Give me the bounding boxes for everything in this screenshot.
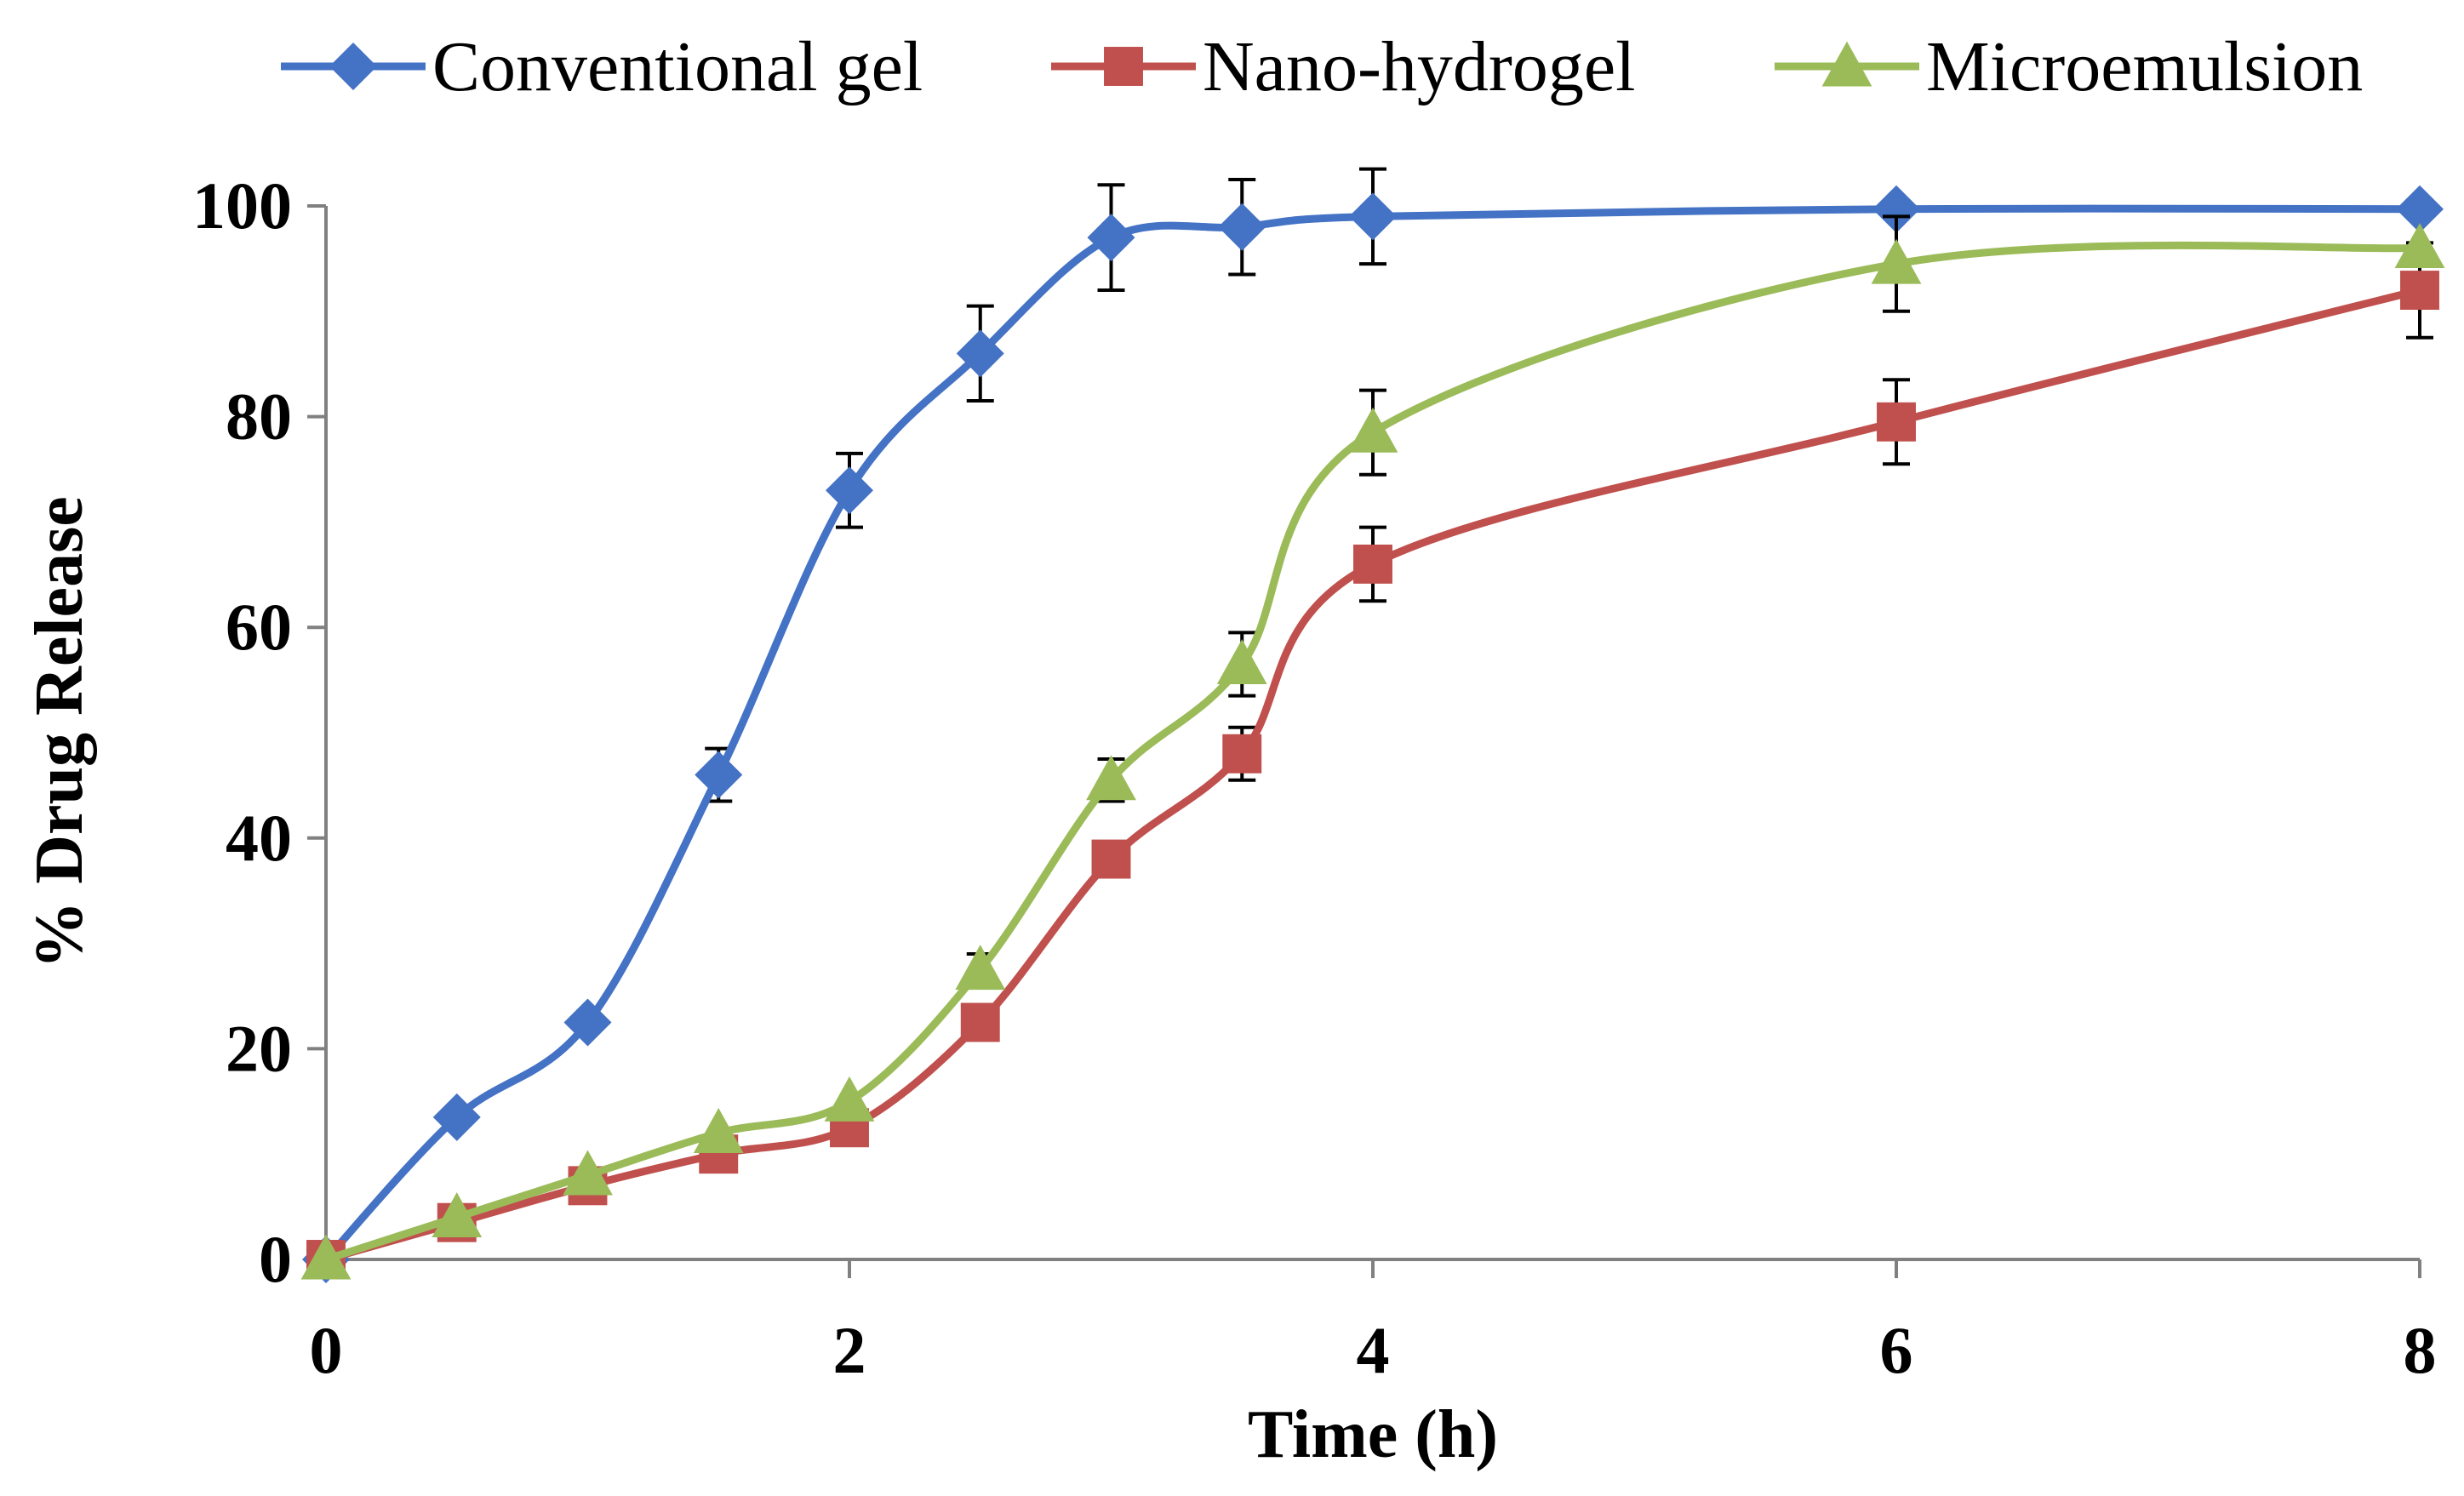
y-tick-label: 40 — [226, 801, 292, 875]
legend-label: Conventional gel — [432, 27, 923, 106]
data-point-microemulsion — [824, 1076, 875, 1122]
data-point-microemulsion — [1347, 407, 1398, 453]
x-tick-label: 0 — [310, 1313, 343, 1387]
data-point-microemulsion — [1871, 238, 1922, 284]
legend-label: Nano-hydrogel — [1203, 27, 1636, 106]
legend-marker — [1104, 47, 1143, 86]
series-conventional-gel — [302, 167, 2444, 1283]
data-point-microemulsion — [1086, 755, 1136, 801]
data-point-nano-hydrogel — [1877, 402, 1916, 442]
data-point-conventional-gel — [1087, 214, 1135, 262]
data-point-microemulsion — [693, 1108, 744, 1153]
x-ticks: 0 2 4 6 8 — [310, 1259, 2437, 1387]
data-point-nano-hydrogel — [960, 1002, 1000, 1042]
legend-item-microemulsion: Microemulsion — [1775, 27, 2363, 106]
data-point-microemulsion — [1216, 639, 1267, 685]
legend: Conventional gel Nano-hydrogel Microemulsi… — [281, 27, 2363, 106]
series-layer — [300, 167, 2445, 1283]
legend-item-nano-hydrogel: Nano-hydrogel — [1051, 27, 1636, 106]
y-tick-label: 100 — [192, 168, 292, 243]
data-point-conventional-gel — [695, 751, 743, 799]
data-point-conventional-gel — [826, 466, 873, 515]
data-point-nano-hydrogel — [1091, 839, 1131, 879]
legend-label: Microemulsion — [1926, 27, 2363, 106]
data-point-microemulsion — [955, 945, 1006, 991]
data-point-conventional-gel — [2396, 185, 2444, 233]
data-point-conventional-gel — [1218, 203, 1266, 251]
data-point-nano-hydrogel — [1222, 734, 1262, 774]
data-point-conventional-gel — [1872, 185, 1920, 233]
x-tick-label: 8 — [2404, 1313, 2437, 1387]
x-tick-label: 6 — [1880, 1313, 1913, 1387]
data-point-microemulsion — [300, 1234, 352, 1280]
x-tick-label: 4 — [1357, 1313, 1390, 1387]
data-point-microemulsion — [563, 1150, 613, 1196]
data-point-conventional-gel — [432, 1093, 481, 1141]
axes — [324, 206, 2420, 1261]
data-point-microemulsion — [432, 1192, 483, 1237]
y-tick-label: 80 — [226, 380, 292, 454]
y-ticks: 0 20 40 60 80 100 — [192, 168, 326, 1296]
y-tick-label: 20 — [226, 1011, 292, 1085]
y-axis-title: % Drug Release — [22, 496, 97, 968]
data-point-nano-hydrogel — [1353, 544, 1392, 584]
y-tick-label: 60 — [226, 590, 292, 664]
data-point-nano-hydrogel — [2400, 271, 2439, 310]
data-point-conventional-gel — [1349, 192, 1397, 241]
legend-item-conventional-gel: Conventional gel — [281, 27, 923, 106]
y-tick-label: 0 — [259, 1222, 292, 1296]
data-point-conventional-gel — [956, 329, 1004, 378]
legend-marker — [329, 43, 377, 90]
series-microemulsion — [300, 214, 2445, 1280]
legend-marker — [1821, 41, 1872, 87]
x-tick-label: 2 — [833, 1313, 866, 1387]
data-point-conventional-gel — [563, 998, 612, 1047]
x-axis-title: Time (h) — [1248, 1397, 1498, 1472]
data-point-microemulsion — [2394, 223, 2445, 269]
